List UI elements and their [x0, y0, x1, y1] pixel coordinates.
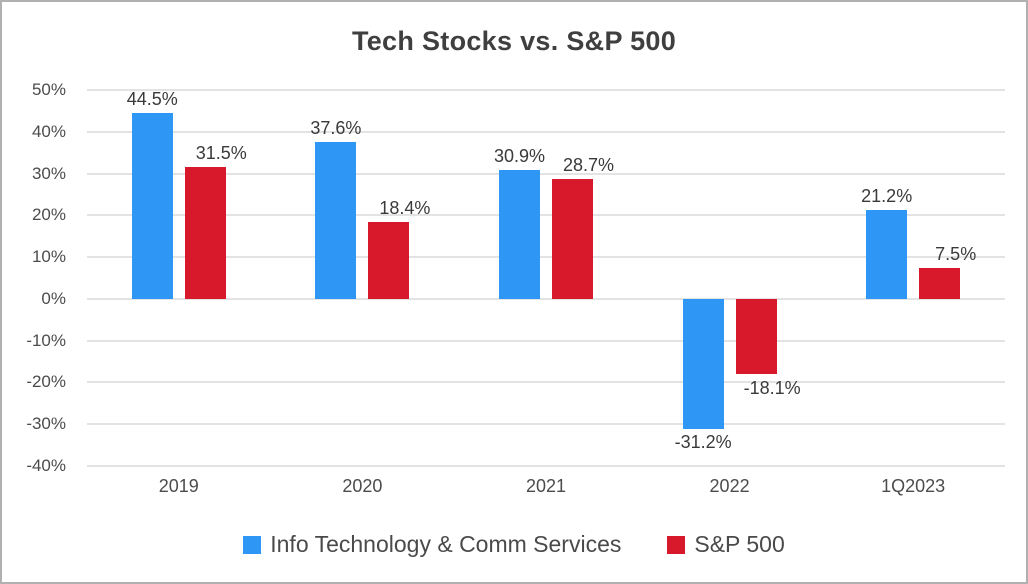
y-axis-tick-label: -40%	[26, 456, 66, 475]
gridline	[87, 89, 1005, 91]
legend-label: Info Technology & Comm Services	[270, 531, 622, 557]
x-axis-tick-label: 1Q2023	[881, 476, 946, 496]
legend-swatch-icon	[243, 535, 262, 554]
bar-2021-series-0	[499, 169, 540, 299]
data-label: 7.5%	[935, 243, 977, 264]
y-axis-tick-label: -10%	[26, 330, 66, 350]
x-axis-tick-label: 2021	[525, 476, 566, 496]
gridline	[87, 381, 1005, 384]
gridline	[87, 214, 1005, 217]
gridline	[87, 465, 1005, 467]
legend-item: Info Technology & Comm Services	[243, 531, 621, 558]
data-label: 21.2%	[861, 186, 913, 207]
bar-2020-series-0	[315, 141, 357, 299]
y-axis-tick-label: 20%	[31, 205, 66, 225]
y-axis-tick-label: -30%	[26, 414, 66, 434]
data-label: 28.7%	[562, 154, 615, 175]
x-axis-tick-label: 2022	[709, 476, 750, 496]
gridline	[87, 256, 1005, 259]
bar-1q2023-series-0	[866, 210, 908, 299]
data-label: 30.9%	[493, 145, 546, 166]
y-axis-tick-label: 40%	[31, 121, 66, 141]
bar-2022-series-1	[735, 298, 777, 375]
plot-area: 44.5% 31.5% 37.6% 18.4% 30.9% 28.7% -31.2% -18.…	[87, 88, 1005, 467]
chart-title: Tech Stocks vs. S&P 500	[351, 26, 677, 56]
data-label: 31.5%	[195, 143, 247, 164]
gridline	[87, 130, 1005, 133]
legend: Info Technology & Comm Services S&P 500	[2, 531, 1026, 558]
legend-swatch-icon	[667, 535, 686, 554]
x-axis-tick-label: 2020	[342, 476, 383, 496]
legend-item: S&P 500	[667, 531, 785, 558]
y-axis-tick-label: 0%	[41, 288, 66, 308]
data-label: 37.6%	[310, 117, 362, 138]
gridline	[87, 297, 1005, 300]
data-label: -18.1%	[743, 377, 801, 398]
gridline	[87, 339, 1005, 342]
data-label: 18.4%	[379, 198, 431, 219]
data-label: 44.5%	[126, 88, 178, 109]
bar-2019-series-0	[131, 112, 173, 299]
bar-2022-series-0	[682, 298, 724, 430]
bar-2019-series-1	[184, 167, 226, 299]
gridline	[87, 172, 1005, 175]
data-label: -31.2%	[674, 432, 732, 453]
y-axis-tick-label: -20%	[26, 372, 66, 392]
y-axis-tick-label: 50%	[31, 80, 66, 99]
legend-label: S&P 500	[694, 531, 785, 557]
y-axis-tick-label: 30%	[31, 163, 66, 183]
x-axis-tick-label: 2019	[158, 476, 199, 496]
bar-1q2023-series-1	[919, 267, 961, 299]
x-axis: 2019 2020 2021 2022 1Q2023	[87, 476, 1005, 497]
bar-2021-series-1	[552, 178, 593, 299]
y-axis: 50% 40% 30% 20% 10% 0% -10% -20% -30% -40%	[2, 80, 66, 475]
bar-2020-series-1	[368, 222, 410, 299]
y-axis-tick-label: 10%	[31, 247, 66, 267]
gridline	[87, 423, 1005, 426]
